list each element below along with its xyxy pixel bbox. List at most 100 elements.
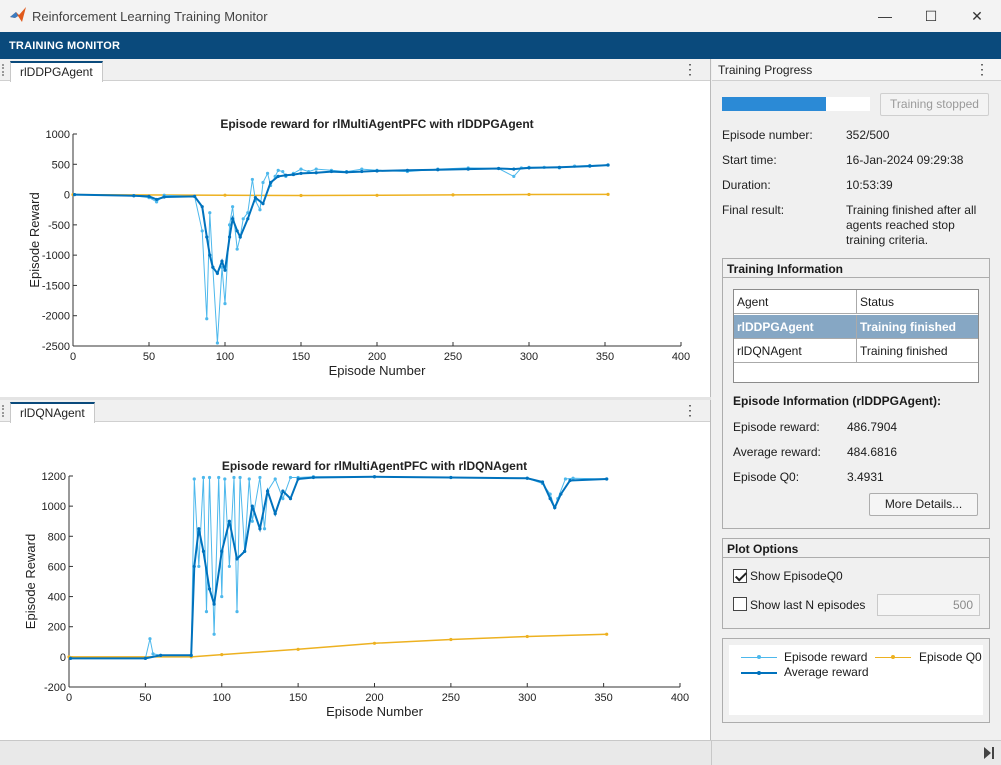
data-point — [220, 259, 224, 263]
data-point — [250, 519, 254, 523]
data-point — [405, 168, 409, 172]
kebab-menu-icon[interactable]: ⋮ — [683, 61, 697, 77]
data-point — [147, 194, 151, 198]
group-title: Training Information — [723, 259, 989, 278]
x-tick-label: 100 — [216, 351, 234, 363]
data-point — [258, 475, 262, 480]
data-point — [606, 192, 610, 196]
x-tick-label: 300 — [518, 692, 536, 704]
progress-fill — [722, 97, 827, 111]
drag-grip-icon[interactable] — [2, 405, 6, 417]
dqn-plot-pane: rlDQNAgent ⋮ Episode reward for rlMultiA… — [0, 400, 711, 740]
status-separator — [711, 741, 712, 765]
last-n-episodes-input[interactable]: 500 — [877, 594, 980, 616]
kebab-menu-icon[interactable]: ⋮ — [975, 61, 989, 77]
y-tick-label: -2000 — [42, 311, 70, 323]
duration-value: 10:53:39 — [846, 178, 893, 192]
duration-label: Duration: — [722, 178, 771, 192]
tab-rldqnagent[interactable]: rlDQNAgent — [10, 402, 95, 423]
data-point — [204, 610, 209, 614]
y-tick-label: 800 — [48, 531, 66, 543]
show-last-n-label: Show last N episodes — [750, 598, 866, 612]
x-tick-label: 250 — [442, 692, 460, 704]
data-point — [497, 166, 501, 171]
data-point — [208, 253, 212, 257]
data-point — [189, 653, 193, 657]
episode-information-title: Episode Information (rlDDPGAgent): — [733, 394, 941, 408]
x-tick-label: 400 — [671, 692, 689, 704]
drag-grip-icon[interactable] — [2, 64, 6, 76]
data-point — [223, 477, 227, 481]
title-bar: Reinforcement Learning Training Monitor … — [0, 0, 1001, 32]
data-point — [220, 652, 224, 657]
legend-group: Episode reward Episode Q0 Average reward — [722, 638, 990, 723]
data-point — [372, 475, 377, 479]
data-point — [132, 194, 136, 198]
data-point — [258, 208, 262, 212]
data-point — [557, 165, 562, 169]
plot-options-group: Plot Options Show EpisodeQ0 Show last N … — [722, 538, 990, 629]
tab-rlddpgagent[interactable]: rlDDPGAgent — [10, 61, 103, 82]
plot-legend: Episode reward Episode Q0 Average reward — [729, 645, 983, 715]
x-tick-label: 50 — [139, 692, 151, 704]
data-point — [449, 475, 453, 480]
data-point — [345, 170, 349, 174]
pane-splitter[interactable] — [0, 397, 711, 400]
data-point — [372, 641, 377, 645]
data-point — [207, 475, 212, 480]
kebab-menu-icon[interactable]: ⋮ — [683, 402, 697, 418]
data-point — [247, 477, 251, 481]
column-header-status: Status — [860, 295, 895, 309]
legend-episode-q0-label: Episode Q0 — [919, 650, 982, 664]
y-tick-label: -2500 — [42, 341, 70, 353]
data-point — [220, 549, 224, 553]
close-button[interactable]: ✕ — [971, 7, 983, 24]
show-episodeq0-checkbox[interactable] — [733, 569, 747, 583]
data-point — [223, 268, 227, 272]
minimize-button[interactable]: — — [878, 8, 892, 24]
ribbon: TRAINING MONITOR — [0, 32, 1001, 59]
more-details-button[interactable]: More Details... — [869, 493, 978, 516]
ribbon-tab-training-monitor[interactable]: TRAINING MONITOR — [9, 40, 121, 52]
data-point — [250, 177, 254, 182]
show-episodeq0-label: Show EpisodeQ0 — [750, 569, 843, 583]
agent-status-table: Agent Status rlDDPGAgent Training finish… — [733, 289, 979, 383]
final-result-label: Final result: — [722, 203, 785, 217]
table-row[interactable]: rlDDPGAgent Training finished — [734, 315, 978, 339]
training-stopped-button[interactable]: Training stopped — [880, 93, 989, 116]
data-point — [205, 317, 209, 321]
episode-number-label: Episode number: — [722, 128, 813, 142]
average-reward-label: Average reward: — [733, 445, 821, 459]
collapse-panel-icon[interactable] — [984, 747, 991, 759]
maximize-button[interactable]: ☐ — [924, 7, 938, 24]
x-tick-label: 100 — [213, 692, 231, 704]
data-point — [215, 341, 219, 345]
data-point — [192, 564, 196, 569]
window-title: Reinforcement Learning Training Monitor — [32, 9, 268, 24]
data-point — [238, 475, 242, 480]
data-point — [360, 167, 364, 171]
data-point — [606, 163, 610, 167]
plot-area — [69, 476, 680, 687]
y-tick-label: 0 — [60, 652, 66, 664]
data-point — [211, 265, 215, 269]
data-point — [466, 167, 470, 171]
y-tick-label: -1500 — [42, 280, 70, 292]
data-point — [231, 217, 235, 221]
y-tick-label: 1000 — [46, 129, 70, 141]
data-point — [375, 193, 379, 197]
y-axis-label: Episode Reward — [23, 534, 38, 629]
table-row[interactable]: rlDQNAgent Training finished — [734, 339, 978, 363]
y-tick-label: -1000 — [42, 250, 70, 262]
episode-number-value: 352/500 — [846, 128, 890, 142]
panel-header: Training Progress ⋮ — [712, 59, 1001, 81]
data-point — [299, 193, 303, 198]
x-tick-label: 150 — [292, 351, 310, 363]
data-point — [200, 205, 204, 209]
data-point — [527, 166, 531, 170]
data-point — [231, 205, 235, 209]
show-last-n-checkbox[interactable] — [733, 597, 747, 611]
y-tick-label: 0 — [64, 190, 70, 202]
y-tick-label: 400 — [48, 592, 66, 604]
